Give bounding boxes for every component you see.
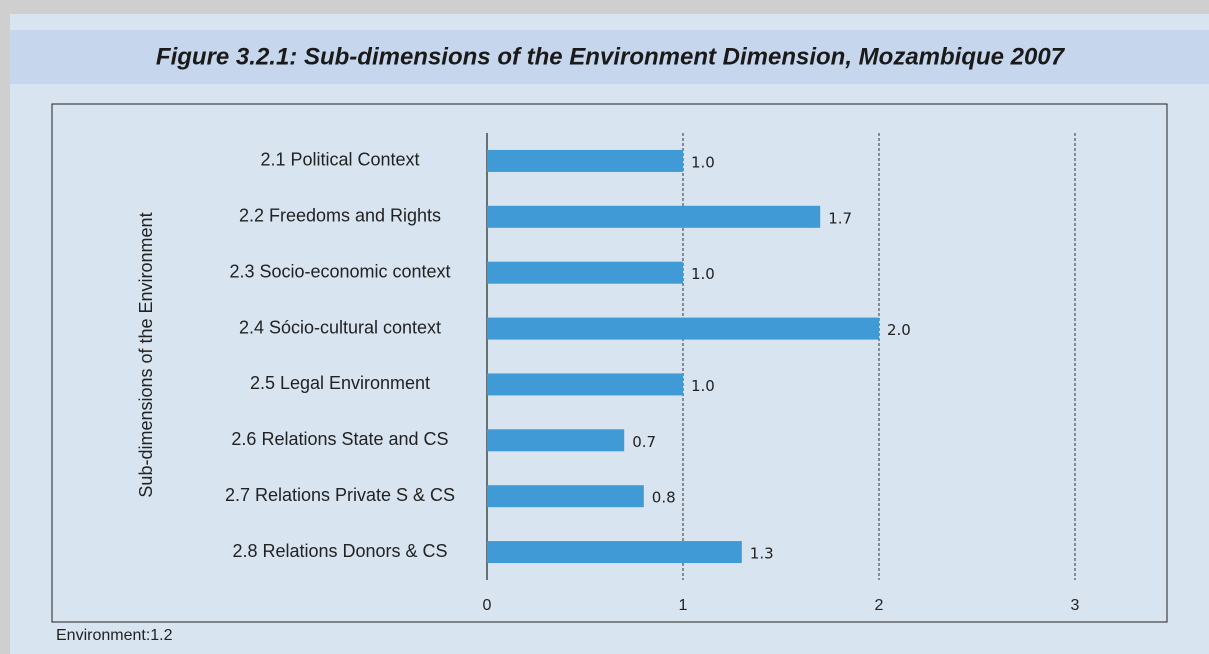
- category-label: 2.1 Political Context: [260, 150, 419, 170]
- x-tick-label: 0: [483, 597, 492, 614]
- value-label: 0.7: [632, 433, 656, 451]
- x-tick-label: 2: [875, 597, 884, 614]
- bar: [487, 205, 821, 228]
- category-label: 2.5 Legal Environment: [250, 373, 430, 393]
- value-label: 1.7: [828, 209, 852, 227]
- bar: [487, 541, 742, 564]
- category-label: 2.3 Socio-economic context: [229, 261, 450, 281]
- chart-title: Figure 3.2.1: Sub-dimensions of the Envi…: [156, 43, 1066, 70]
- value-label: 1.0: [691, 265, 715, 283]
- value-label: 1.0: [691, 153, 715, 171]
- category-label: 2.2 Freedoms and Rights: [239, 206, 441, 226]
- x-tick-label: 3: [1071, 597, 1080, 614]
- bar: [487, 429, 625, 452]
- title-band: [10, 30, 1209, 84]
- bar: [487, 149, 683, 172]
- value-label: 2.0: [887, 321, 911, 339]
- value-label: 1.3: [750, 545, 774, 563]
- y-axis-label: Sub-dimensions of the Environment: [136, 212, 156, 497]
- value-label: 1.0: [691, 377, 715, 395]
- bar: [487, 373, 683, 396]
- category-label: 2.4 Sócio-cultural context: [239, 317, 441, 337]
- bar: [487, 485, 644, 508]
- x-tick-label: 1: [679, 597, 688, 614]
- category-label: 2.8 Relations Donors & CS: [232, 541, 447, 561]
- bar: [487, 317, 879, 340]
- value-label: 0.8: [652, 489, 676, 507]
- category-label: 2.6 Relations State and CS: [231, 429, 448, 449]
- bar: [487, 261, 683, 284]
- category-label: 2.7 Relations Private S & CS: [225, 485, 455, 505]
- chart-frame: [51, 103, 1168, 623]
- annotation: Environment:1.2: [56, 627, 173, 644]
